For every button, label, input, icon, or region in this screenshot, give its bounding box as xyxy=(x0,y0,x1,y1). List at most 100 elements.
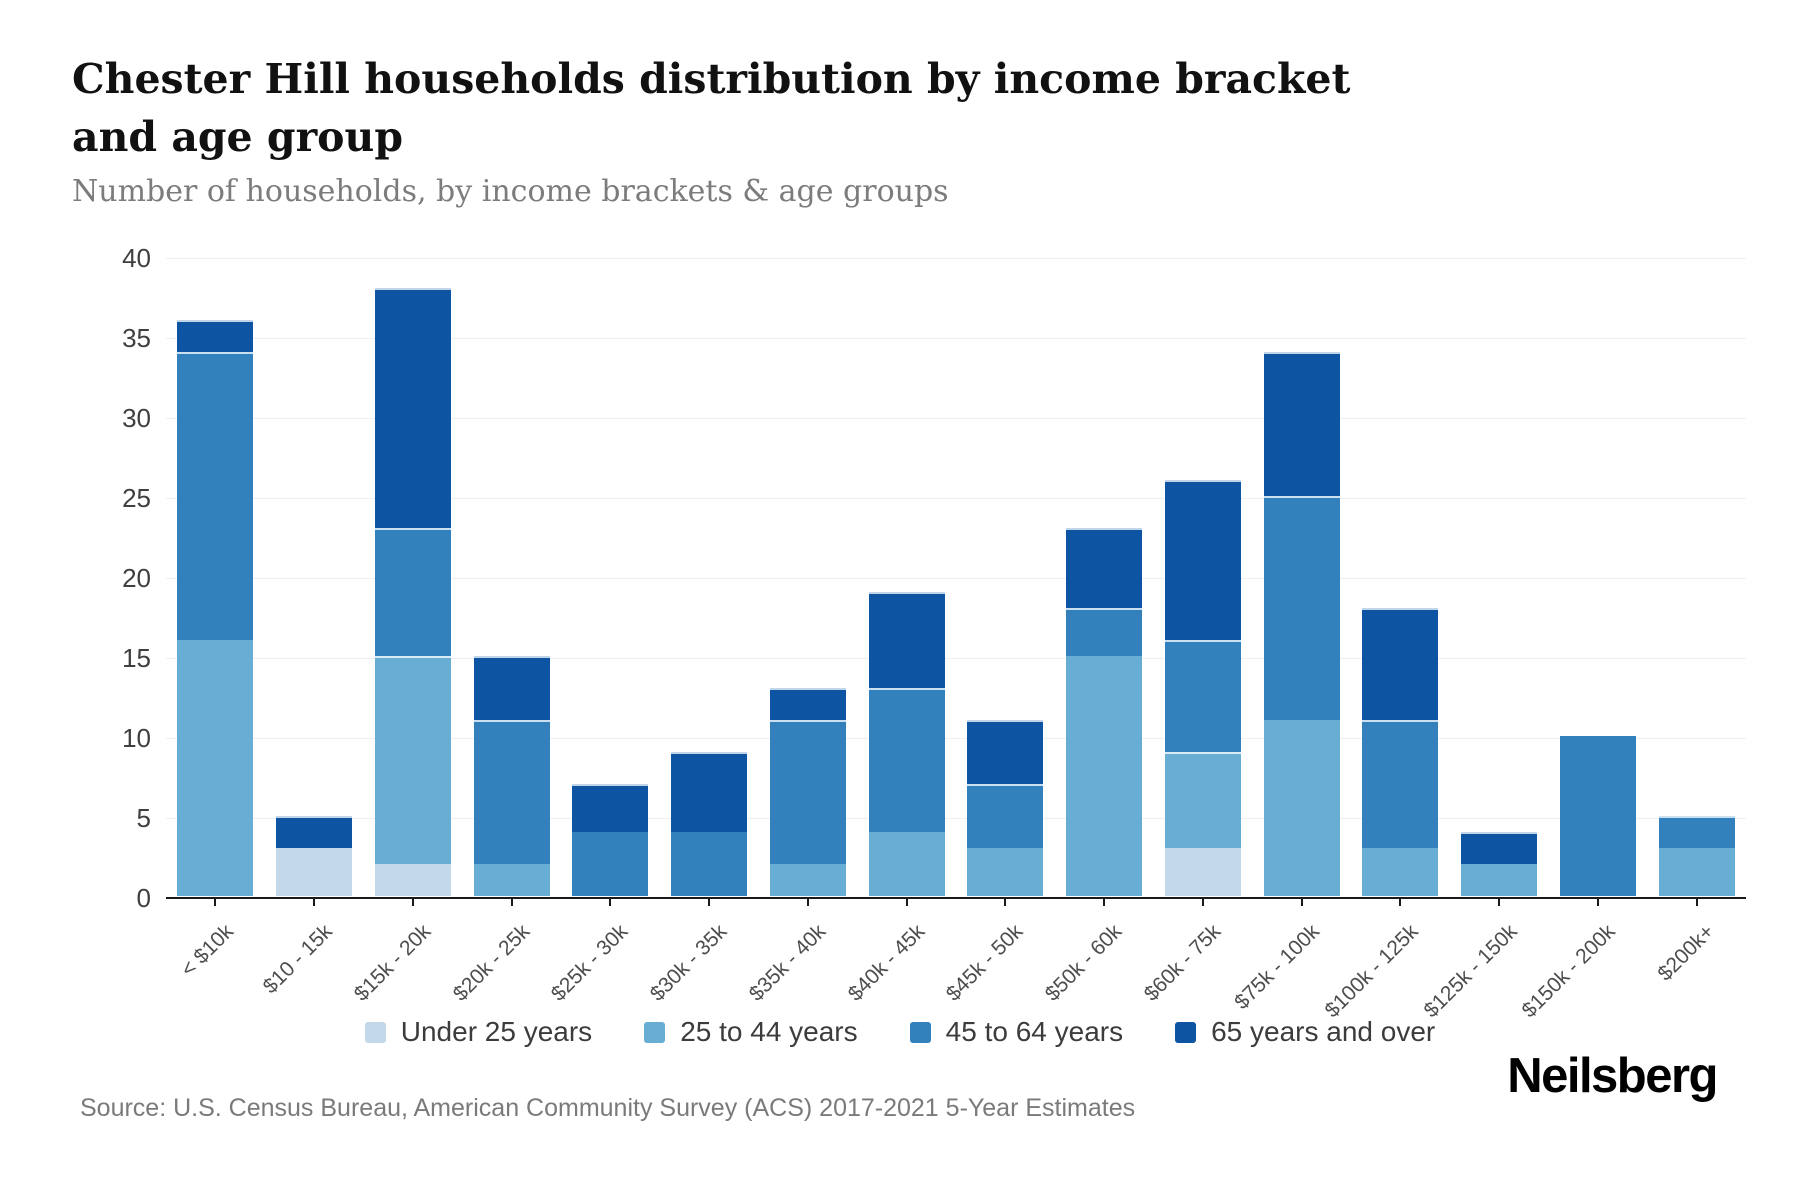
legend-label: 45 to 64 years xyxy=(945,1016,1124,1047)
y-axis-tick-label: 15 xyxy=(122,643,151,673)
bar-segment xyxy=(868,592,945,688)
bar-segment xyxy=(1164,848,1241,896)
legend-item: Under 25 years xyxy=(364,1016,593,1048)
bar-segment xyxy=(276,848,353,896)
x-axis-tick-label: $25k - 30k xyxy=(547,920,633,1006)
x-axis-tick-label: $35k - 40k xyxy=(744,920,831,1006)
legend-label: 65 years and over xyxy=(1211,1016,1436,1047)
bar-$30k - 35k xyxy=(671,752,748,896)
bar-slot xyxy=(759,258,858,896)
bar-$25k - 30k xyxy=(572,784,649,896)
bar-$75k - 100k xyxy=(1263,352,1340,896)
bar-slot xyxy=(1647,258,1746,896)
bar-segment xyxy=(572,832,649,896)
x-axis-tick-label: $50k - 60k xyxy=(1040,920,1127,1006)
bar-segment xyxy=(1461,832,1538,864)
bar-segment xyxy=(1461,864,1538,896)
x-axis-tick-label: $40k - 45k xyxy=(843,920,929,1006)
bar-segment xyxy=(374,528,451,656)
bar-segment xyxy=(868,688,945,832)
bar-segment xyxy=(177,320,254,352)
bar-segment xyxy=(1658,816,1735,848)
bar-slot xyxy=(1351,258,1450,896)
x-axis-tick xyxy=(609,899,612,906)
bar-segment xyxy=(1362,720,1439,848)
legend-swatch-icon xyxy=(1175,1021,1197,1043)
legend-label: Under 25 years xyxy=(400,1016,593,1047)
bar-slot xyxy=(1252,258,1351,896)
legend-label: 25 to 44 years xyxy=(680,1016,858,1047)
bar-segment xyxy=(868,832,945,896)
gridline-25 xyxy=(166,498,1746,499)
y-axis-tick-label: 35 xyxy=(122,323,151,353)
bar-segment xyxy=(1164,752,1241,848)
bar-slot xyxy=(1549,258,1648,896)
bar-segment xyxy=(374,656,451,864)
bar-segment xyxy=(374,864,451,896)
x-axis-tick xyxy=(1103,899,1106,906)
x-axis-tick xyxy=(905,899,908,906)
x-axis-tick-label: $60k - 75k xyxy=(1139,920,1226,1006)
bar-$150k - 200k xyxy=(1559,736,1636,896)
gridline-10 xyxy=(166,738,1746,739)
bar-segment xyxy=(967,848,1044,896)
x-axis-tick xyxy=(411,899,414,906)
bar-$20k - 25k xyxy=(473,656,550,896)
x-axis-tick xyxy=(708,899,711,906)
gridline-15 xyxy=(166,658,1746,659)
x-axis-tick xyxy=(1695,899,1698,906)
bar-segment xyxy=(572,784,649,832)
bar-segment xyxy=(769,720,846,864)
y-axis-tick-label: 10 xyxy=(122,723,151,753)
source-attribution: Source: U.S. Census Bureau, American Com… xyxy=(80,1094,1136,1122)
bar-segment xyxy=(473,864,550,896)
legend-item: 65 years and over xyxy=(1175,1016,1435,1048)
bar-$50k - 60k xyxy=(1066,528,1143,896)
bar-segment xyxy=(967,784,1044,848)
bar-segment xyxy=(473,720,550,864)
gridline-5 xyxy=(166,818,1746,819)
legend-item: 25 to 44 years xyxy=(644,1016,858,1048)
chart-title: Chester Hill households distribution by … xyxy=(72,55,1351,162)
bar-$125k - 150k xyxy=(1461,832,1538,896)
legend-swatch-icon xyxy=(364,1021,386,1043)
bar-slot xyxy=(857,258,956,896)
bar-segment xyxy=(177,352,254,640)
bar-segment xyxy=(1066,656,1143,896)
x-axis-line xyxy=(166,897,1746,899)
bar-segment xyxy=(473,656,550,720)
gridline-20 xyxy=(166,578,1746,579)
x-axis-tick xyxy=(510,899,513,906)
gridline-30 xyxy=(166,418,1746,419)
chart-legend: Under 25 years 25 to 44 years 45 to 64 yea… xyxy=(0,1016,1800,1048)
y-axis-tick-label: 5 xyxy=(136,803,151,833)
bar-$15k - 20k xyxy=(374,288,451,896)
bar-segment xyxy=(769,864,846,896)
x-axis-tick-label: $30k - 35k xyxy=(645,920,732,1006)
x-axis-tick-label: $125k - 150k xyxy=(1419,920,1522,1023)
bar-segment xyxy=(177,640,254,896)
bar-slot xyxy=(660,258,759,896)
bar-segment xyxy=(1066,528,1143,608)
y-axis-tick-label: 0 xyxy=(136,883,151,913)
bar-$40k - 45k xyxy=(868,592,945,896)
bar-slot xyxy=(956,258,1055,896)
x-axis-tick xyxy=(1201,899,1204,906)
bar-segment xyxy=(1066,608,1143,656)
y-axis-tick-label: 20 xyxy=(122,563,151,593)
bar-$45k - 50k xyxy=(967,720,1044,896)
bar-segment xyxy=(967,720,1044,784)
bar-segment xyxy=(1263,720,1340,896)
bar-segment xyxy=(1263,496,1340,720)
gridline-35 xyxy=(166,338,1746,339)
bar-segment xyxy=(1164,640,1241,752)
x-axis-tick-label: < $10k xyxy=(176,920,238,982)
bar-$100k - 125k xyxy=(1362,608,1439,896)
gridline-40 xyxy=(166,258,1746,259)
legend-swatch-icon xyxy=(909,1021,931,1043)
x-axis-tick-label: $15k - 20k xyxy=(349,920,436,1006)
legend-item: 45 to 64 years xyxy=(909,1016,1124,1048)
y-axis-tick-label: 40 xyxy=(122,243,151,273)
bar-$10 - 15k xyxy=(276,816,353,896)
